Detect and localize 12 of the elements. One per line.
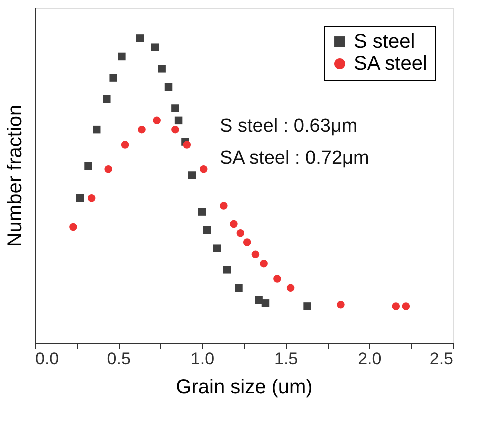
legend-label: SA steel (354, 53, 428, 75)
x-tick-label: 1.0 (190, 350, 215, 368)
y-axis-title: Number fraction (4, 104, 26, 248)
x-tick-label: 0.5 (107, 350, 131, 368)
x-tick-label: 1.5 (274, 350, 298, 368)
x-axis-title: Grain size (um) (176, 376, 313, 398)
annotation: SA steel : 0.72μm (220, 148, 370, 169)
x-tick-label: 0.0 (36, 350, 60, 368)
legend-label: S steel (354, 31, 416, 53)
annotation: S steel : 0.63μm (220, 116, 358, 137)
x-tick-label: 2.5 (430, 350, 454, 368)
x-tick-label: 2.0 (358, 350, 382, 368)
